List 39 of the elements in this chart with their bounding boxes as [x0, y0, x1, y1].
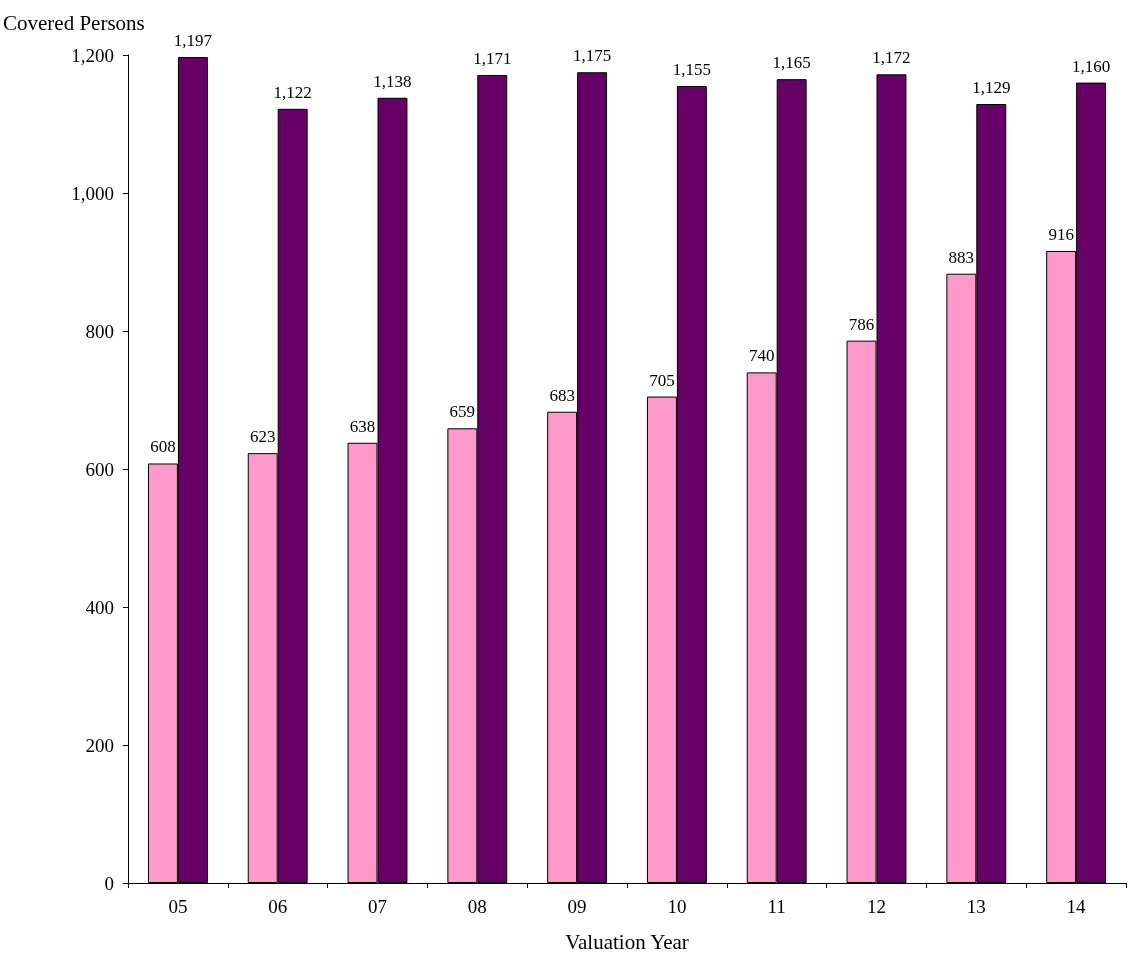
y-tick-label: 200	[85, 734, 114, 756]
data-label: 883	[948, 247, 975, 267]
data-label: 1,172	[872, 48, 911, 68]
data-label: 705	[649, 370, 675, 390]
y-tick-label: 800	[85, 320, 114, 342]
x-tick-label: 14	[1066, 896, 1087, 917]
y-tick-label: 0	[104, 872, 114, 894]
x-axis-title: Valuation Year	[565, 929, 689, 954]
data-label: 1,171	[473, 49, 512, 69]
data-label: 1,129	[972, 77, 1011, 97]
y-tick-label: 1,000	[71, 182, 114, 204]
x-tick-label: 09	[567, 896, 587, 917]
x-tick-label: 13	[966, 896, 986, 917]
x-tick-label: 07	[368, 896, 387, 917]
data-label: 638	[349, 416, 376, 436]
data-label: 1,155	[672, 60, 711, 80]
x-tick-label: 12	[867, 896, 886, 917]
data-label: 1,165	[772, 53, 811, 73]
data-label: 786	[848, 314, 875, 334]
data-label: 740	[748, 346, 775, 366]
x-tick-label: 11	[767, 896, 786, 917]
data-label: 623	[249, 427, 276, 447]
y-axis-title: Covered Persons	[3, 10, 145, 35]
data-label: 659	[449, 402, 476, 422]
data-label: 916	[1048, 224, 1074, 244]
y-tick-label: 600	[85, 458, 114, 480]
x-tick-label: 05	[168, 896, 188, 917]
x-tick-label: 06	[268, 896, 288, 917]
x-tick-label: 10	[667, 896, 687, 917]
y-tick-label: 400	[85, 596, 114, 618]
y-tick-label: 1,200	[71, 44, 114, 66]
data-label: 1,160	[1071, 56, 1111, 76]
data-label: 1,197	[173, 31, 213, 51]
data-label: 683	[549, 385, 575, 405]
data-label: 1,175	[572, 46, 612, 66]
data-label: 1,138	[373, 71, 412, 91]
data-label: 608	[150, 437, 176, 457]
x-tick-label: 08	[467, 896, 487, 917]
data-label: 1,122	[273, 82, 312, 102]
